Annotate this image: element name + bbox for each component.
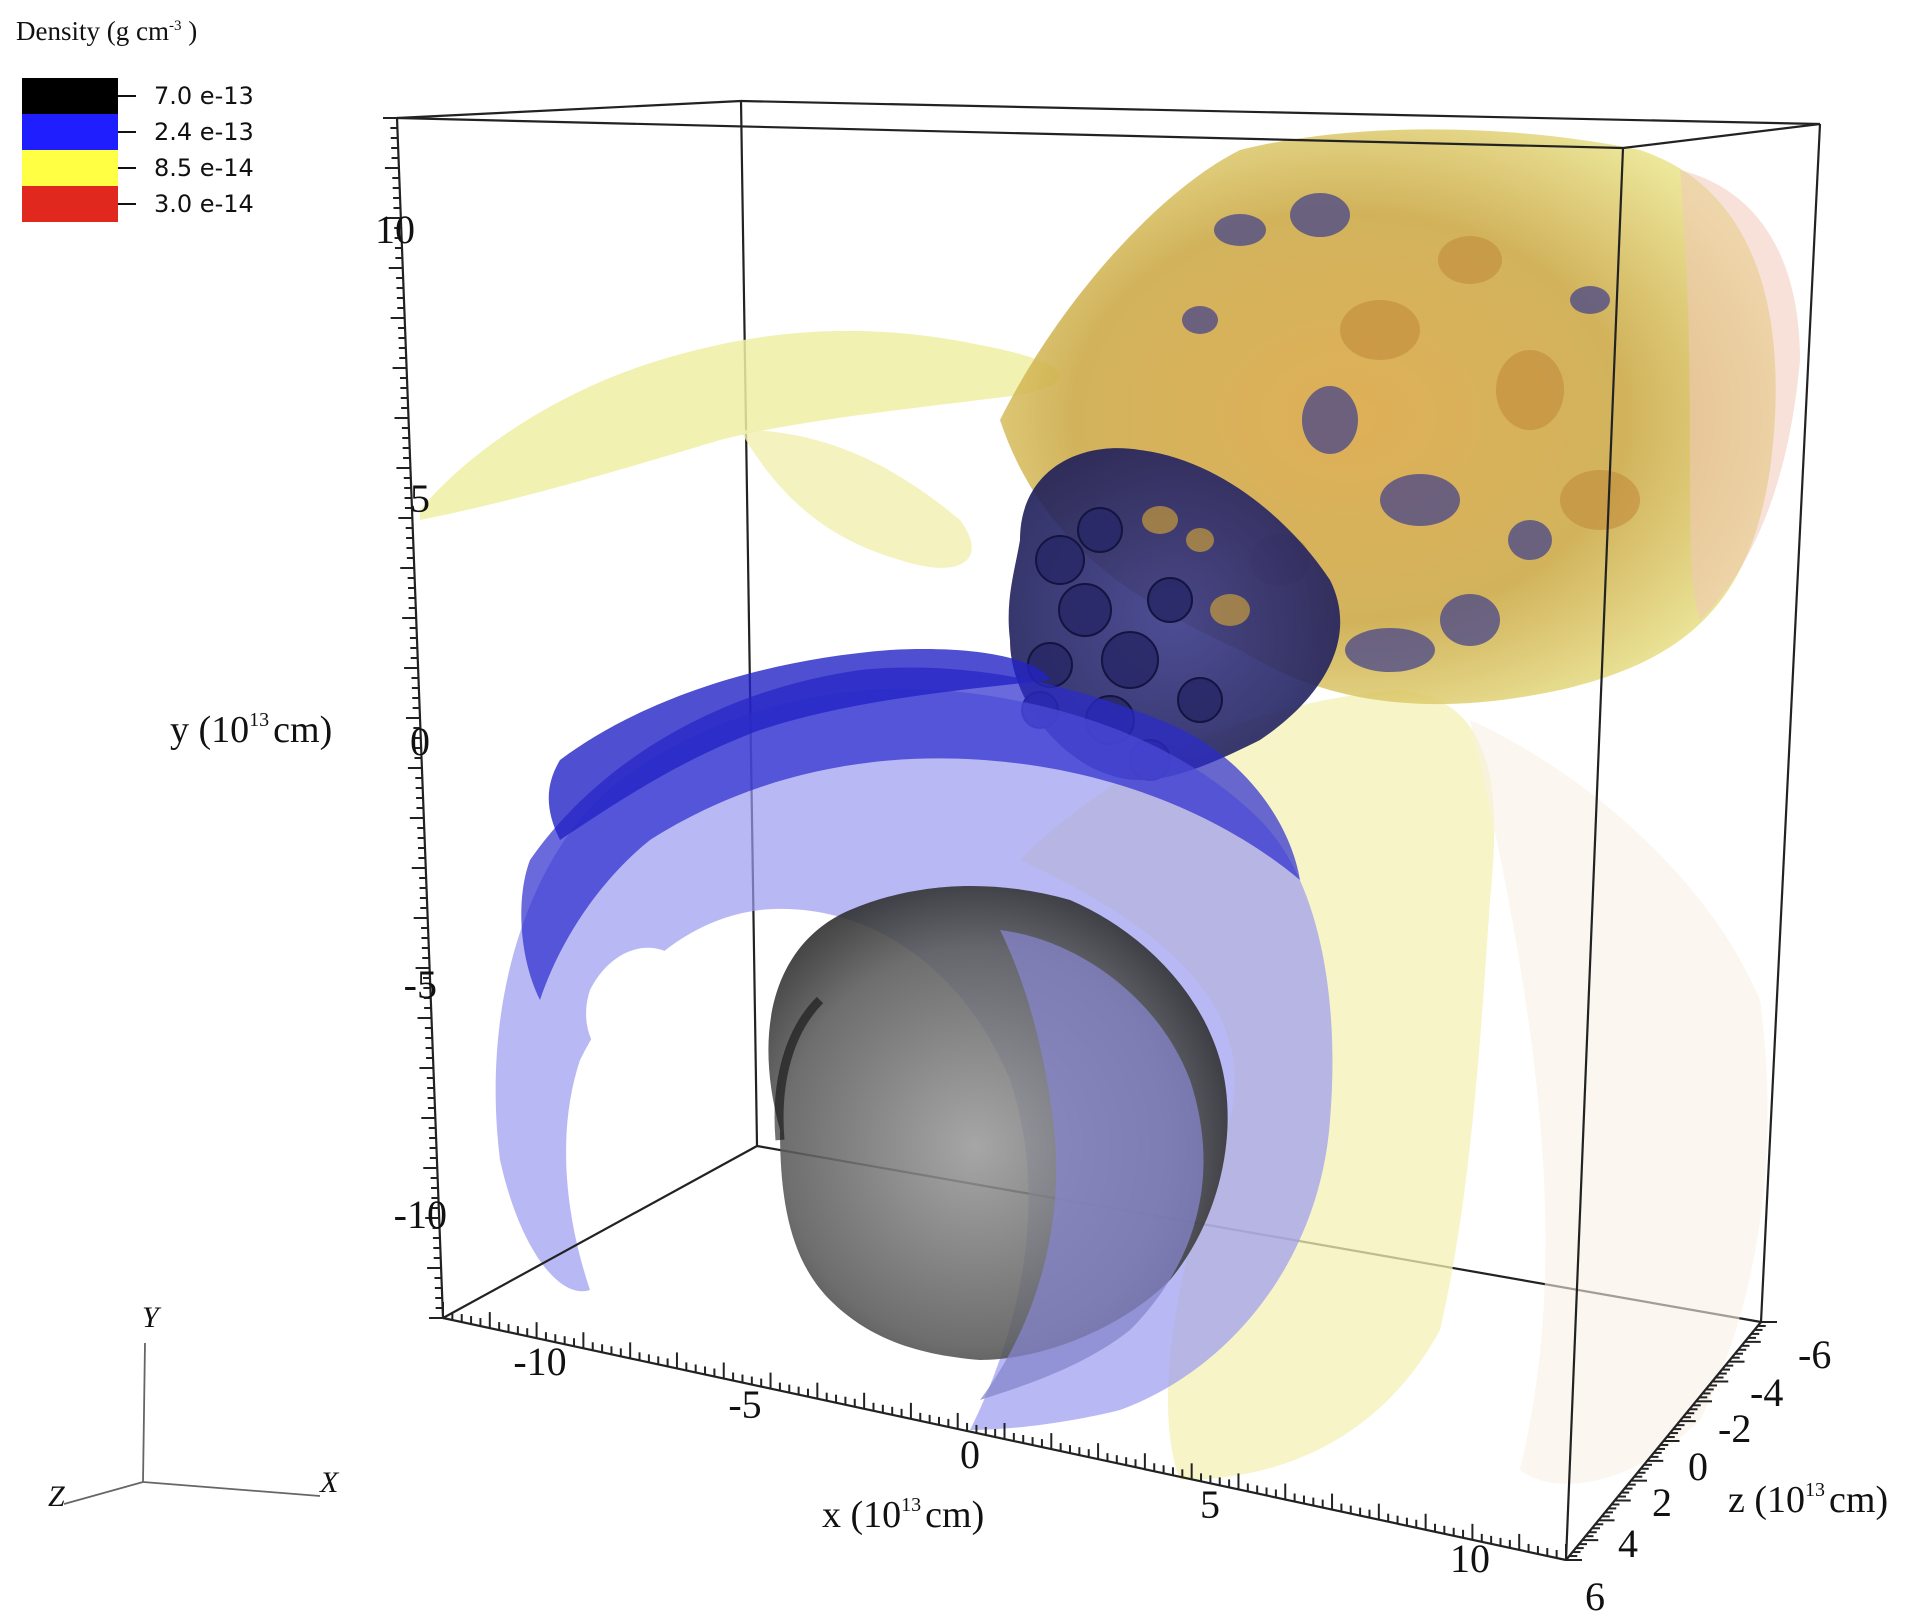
x-tick-label: 10	[1450, 1536, 1490, 1581]
legend-tick	[118, 203, 136, 205]
legend-swatch	[22, 150, 118, 186]
legend-label: 8.5 e-14	[154, 154, 254, 182]
x-axis-title: x (1013 cm)	[822, 1494, 984, 1536]
legend-tick	[118, 167, 136, 169]
y-axis-ticks: 10 5 0 -5 -10	[375, 207, 447, 1237]
x-tick-label: -10	[513, 1339, 566, 1384]
z-tick-label: 4	[1618, 1521, 1638, 1566]
y-tick-label: 5	[410, 476, 430, 521]
legend-tick	[118, 95, 136, 97]
z-tick-label: 6	[1585, 1574, 1605, 1619]
z-tick-label: -2	[1718, 1406, 1751, 1451]
axis-tick-marks	[383, 117, 1777, 1561]
y-axis-title: y (1013 cm)	[170, 709, 332, 751]
z-tick-label: -4	[1750, 1370, 1783, 1415]
y-tick-label: 0	[410, 719, 430, 764]
z-tick-label: -6	[1798, 1332, 1831, 1377]
legend-entry: 7.0 e-13	[22, 78, 254, 114]
legend-swatch	[22, 186, 118, 222]
x-tick-label: 5	[1200, 1482, 1220, 1527]
triad-z-label: Z	[48, 1480, 65, 1513]
legend-entry: 8.5 e-14	[22, 150, 254, 186]
legend-entry: 3.0 e-14	[22, 186, 254, 222]
z-tick-label: 2	[1652, 1480, 1672, 1525]
legend-swatch	[22, 78, 118, 114]
z-axis-title: z (1013 cm)	[1728, 1479, 1888, 1521]
x-axis-ticks: -10 -5 0 5 10	[513, 1339, 1490, 1581]
y-tick-label: 10	[375, 207, 415, 252]
z-tick-label: 0	[1688, 1444, 1708, 1489]
y-tick-label: -10	[394, 1192, 447, 1237]
yellow-stream	[420, 330, 1060, 568]
legend-tick	[118, 131, 136, 133]
triad-x-label: X	[319, 1466, 340, 1499]
legend-label: 2.4 e-13	[154, 118, 254, 146]
triad-y-label: Y	[142, 1301, 162, 1334]
legend-label: 7.0 e-13	[154, 82, 254, 110]
dense-core	[768, 886, 1228, 1400]
legend-entry: 2.4 e-13	[22, 114, 254, 150]
orientation-triad: Y X Z	[48, 1301, 340, 1513]
x-tick-label: 0	[960, 1432, 980, 1477]
x-tick-label: -5	[728, 1382, 761, 1427]
legend-swatch	[22, 114, 118, 150]
legend-label: 3.0 e-14	[154, 190, 254, 218]
legend-title: Density (g cm-3 )	[16, 16, 198, 46]
density-legend: Density (g cm-3 ) 7.0 e-13 2.4 e-13 8.5 …	[16, 16, 254, 222]
y-tick-label: -5	[404, 962, 437, 1007]
z-axis-ticks: -6 -4 -2 0 2 4 6	[1585, 1332, 1831, 1619]
